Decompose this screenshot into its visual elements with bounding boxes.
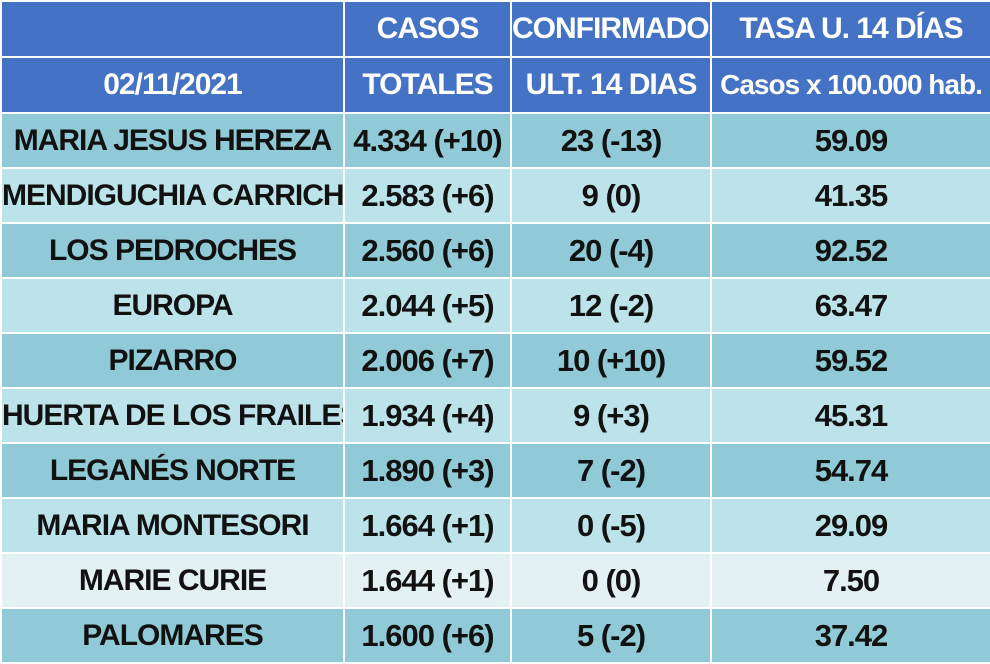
total-cases-cell: 1.890 (+3): [343, 442, 512, 499]
table-row: PIZARRO 2.006 (+7) 10 (+10) 59.52: [0, 332, 990, 389]
last-14-days-cell: 5 (-2): [510, 607, 712, 664]
header-blank-cell: [0, 0, 345, 58]
header-row-1: CASOS CONFIRMADOS TASA U. 14 DÍAS: [0, 0, 990, 58]
health-center-name: MARIE CURIE: [0, 552, 345, 609]
health-center-name: MARIA JESUS HEREZA: [0, 112, 345, 169]
last-14-days-cell: 9 (0): [510, 167, 712, 224]
table-row: LEGANÉS NORTE 1.890 (+3) 7 (-2) 54.74: [0, 442, 990, 499]
health-center-name: LOS PEDROCHES: [0, 222, 345, 279]
rate-cell: 59.09: [710, 112, 990, 169]
table-row: MENDIGUCHIA CARRICHE 2.583 (+6) 9 (0) 41…: [0, 167, 990, 224]
total-cases-cell: 2.560 (+6): [343, 222, 512, 279]
total-cases-cell: 1.600 (+6): [343, 607, 512, 664]
total-cases-cell: 1.644 (+1): [343, 552, 512, 609]
rate-cell: 29.09: [710, 497, 990, 554]
health-center-name: LEGANÉS NORTE: [0, 442, 345, 499]
health-center-name: MARIA MONTESORI: [0, 497, 345, 554]
last-14-days-cell: 0 (0): [510, 552, 712, 609]
last-14-days-cell: 0 (-5): [510, 497, 712, 554]
health-center-name: EUROPA: [0, 277, 345, 334]
rate-cell: 54.74: [710, 442, 990, 499]
rate-cell: 92.52: [710, 222, 990, 279]
table-row: PALOMARES 1.600 (+6) 5 (-2) 37.42: [0, 607, 990, 664]
table-row: MARIA JESUS HEREZA 4.334 (+10) 23 (-13) …: [0, 112, 990, 169]
rate-cell: 45.31: [710, 387, 990, 444]
rate-cell: 7.50: [710, 552, 990, 609]
last-14-days-cell: 10 (+10): [510, 332, 712, 389]
rate-cell: 59.52: [710, 332, 990, 389]
header-tasa: TASA U. 14 DÍAS: [710, 0, 990, 58]
last-14-days-cell: 7 (-2): [510, 442, 712, 499]
last-14-days-cell: 12 (-2): [510, 277, 712, 334]
header-row-2: 02/11/2021 TOTALES ULT. 14 DIAS Casos x …: [0, 56, 990, 114]
total-cases-cell: 2.006 (+7): [343, 332, 512, 389]
table-row: MARIA MONTESORI 1.664 (+1) 0 (-5) 29.09: [0, 497, 990, 554]
last-14-days-cell: 20 (-4): [510, 222, 712, 279]
header-ult-14-dias: ULT. 14 DIAS: [510, 56, 712, 114]
total-cases-cell: 1.664 (+1): [343, 497, 512, 554]
last-14-days-cell: 9 (+3): [510, 387, 712, 444]
table-row: MARIE CURIE 1.644 (+1) 0 (0) 7.50: [0, 552, 990, 609]
header-totales: TOTALES: [343, 56, 512, 114]
header-confirmados: CONFIRMADOS: [510, 0, 712, 58]
health-center-name: PIZARRO: [0, 332, 345, 389]
rate-cell: 63.47: [710, 277, 990, 334]
health-center-name: PALOMARES: [0, 607, 345, 664]
total-cases-cell: 4.334 (+10): [343, 112, 512, 169]
rate-cell: 37.42: [710, 607, 990, 664]
total-cases-cell: 2.044 (+5): [343, 277, 512, 334]
total-cases-cell: 1.934 (+4): [343, 387, 512, 444]
header-date: 02/11/2021: [0, 56, 345, 114]
rate-cell: 41.35: [710, 167, 990, 224]
table-row: EUROPA 2.044 (+5) 12 (-2) 63.47: [0, 277, 990, 334]
health-center-name: HUERTA DE LOS FRAILES: [0, 387, 345, 444]
header-casos: CASOS: [343, 0, 512, 58]
header-casos-por-100000: Casos x 100.000 hab.: [710, 56, 990, 114]
last-14-days-cell: 23 (-13): [510, 112, 712, 169]
table-row: LOS PEDROCHES 2.560 (+6) 20 (-4) 92.52: [0, 222, 990, 279]
health-center-name: MENDIGUCHIA CARRICHE: [0, 167, 345, 224]
total-cases-cell: 2.583 (+6): [343, 167, 512, 224]
table-row: HUERTA DE LOS FRAILES 1.934 (+4) 9 (+3) …: [0, 387, 990, 444]
